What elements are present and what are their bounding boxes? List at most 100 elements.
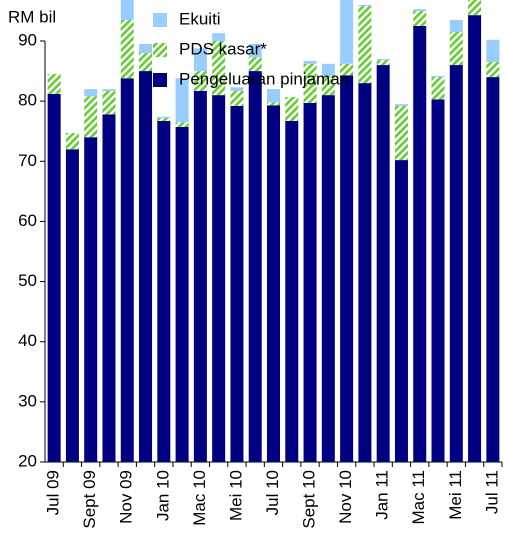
bar-segment: [321, 75, 335, 96]
bar-segment: [230, 105, 244, 462]
x-tick-label: Jul 10: [263, 470, 282, 515]
x-tick-label: Sept 10: [300, 470, 319, 529]
bar-segment: [431, 77, 445, 100]
legend-swatch: [153, 73, 167, 87]
bar-segment: [431, 75, 445, 78]
bar-segment: [285, 120, 299, 463]
x-tick-label: Jul 09: [44, 470, 63, 515]
y-tick-label: 30: [18, 391, 37, 410]
x-tick-label: Mei 11: [446, 470, 465, 520]
bar-segment: [358, 4, 372, 7]
bar-segment: [303, 102, 317, 462]
x-tick-label: Mac 11: [409, 470, 428, 525]
legend-swatch: [153, 43, 167, 57]
bar-segment: [394, 104, 408, 106]
bar-segment: [212, 33, 226, 41]
bar-segment: [486, 39, 500, 63]
bar-segment: [102, 90, 116, 115]
bar-segment: [139, 44, 153, 54]
bar-segment: [267, 89, 280, 103]
bar-segment: [486, 62, 500, 78]
bar-segment: [413, 9, 427, 11]
legend-label: Ekuiti: [179, 9, 221, 28]
bar-segment: [230, 90, 244, 106]
x-tick-label: Sept 09: [80, 470, 99, 529]
bar-segment: [468, 0, 482, 16]
bar-segment: [248, 57, 262, 72]
legend-swatch: [153, 13, 167, 27]
bar-segment: [84, 89, 98, 97]
bar-segment: [248, 44, 262, 58]
bar-segment: [65, 149, 79, 462]
y-tick-label: 40: [18, 331, 37, 350]
bar-segment: [413, 25, 427, 462]
x-tick-label: Mei 10: [226, 470, 245, 521]
bar-segment: [376, 60, 390, 66]
y-tick-label: 90: [18, 30, 37, 49]
bar-segment: [449, 19, 463, 32]
bar-segment: [285, 96, 299, 121]
bar-segment: [486, 77, 500, 462]
bar-segment: [47, 74, 61, 94]
bar-segment: [102, 114, 116, 463]
bar-segment: [65, 133, 79, 150]
bar-segment: [303, 60, 317, 64]
bar-segment: [157, 116, 171, 118]
bar-segment: [376, 65, 390, 463]
bar-segment: [340, 75, 354, 462]
y-tick-label: 60: [18, 211, 37, 230]
y-tick-label: 80: [18, 91, 37, 110]
bar-segment: [139, 53, 153, 72]
bar-segment: [449, 65, 463, 463]
bar-segment: [175, 122, 189, 128]
bar-segment: [468, 15, 482, 462]
bar-segment: [358, 83, 372, 462]
bar-segment: [321, 63, 335, 76]
bar-segment: [84, 137, 98, 462]
x-tick-label: Nov 09: [117, 470, 136, 524]
bar-segment: [212, 95, 226, 462]
bar-segment: [120, 78, 134, 462]
legend-label: Pengeluaran pinjaman: [179, 69, 349, 88]
bar-segment: [267, 105, 280, 463]
bar-segment: [157, 120, 171, 463]
y-axis-label: RM bil: [8, 7, 56, 26]
x-tick-label: Jan 11: [373, 470, 392, 520]
bar-segment: [120, 0, 134, 20]
bar-segment: [212, 41, 226, 96]
bar-segment: [102, 89, 116, 91]
bar-segment: [267, 102, 280, 106]
bar-segment: [120, 19, 134, 79]
bar-segment: [139, 71, 153, 463]
bar-segment: [193, 48, 207, 72]
bar-segment: [321, 95, 335, 462]
bar-segment: [449, 31, 463, 66]
y-tick-label: 50: [18, 271, 37, 290]
bar-segment: [248, 71, 262, 463]
y-tick-label: 70: [18, 151, 37, 170]
bar-segment: [175, 78, 189, 123]
bar-segment: [394, 160, 408, 462]
bar-segment: [230, 87, 244, 91]
bar-segment: [431, 99, 445, 463]
bar-segment: [193, 71, 207, 91]
bar-segment: [47, 93, 61, 462]
y-tick-label: 20: [18, 451, 37, 470]
legend-label: PDS kasar*: [179, 39, 267, 58]
bar-segment: [413, 10, 427, 26]
bar-segment: [84, 96, 98, 138]
x-tick-label: Jan 10: [153, 470, 172, 521]
bar-segment: [193, 90, 207, 462]
x-tick-label: Nov 10: [336, 470, 355, 524]
bar-segment: [175, 127, 189, 463]
bar-segment: [358, 6, 372, 84]
bar-segment: [394, 105, 408, 161]
bar-segment: [340, 0, 354, 64]
bar-segment: [340, 63, 354, 76]
x-tick-label: Mac 10: [190, 470, 209, 526]
bar-segment: [376, 59, 390, 61]
bar-segment: [157, 117, 171, 121]
x-tick-label: Jul 11: [482, 470, 501, 514]
bar-segment: [303, 63, 317, 103]
